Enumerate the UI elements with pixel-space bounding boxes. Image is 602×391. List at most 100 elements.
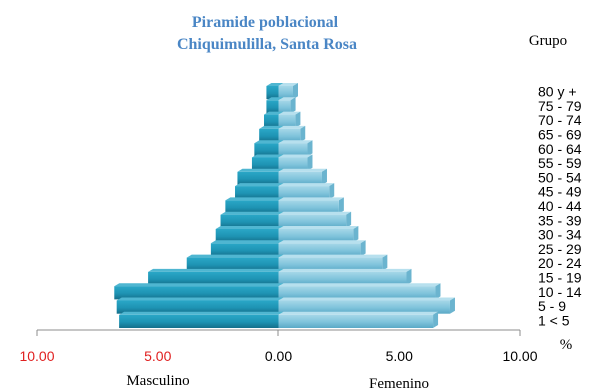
bar-male-front-face <box>254 143 279 157</box>
bar-female-front-face <box>278 171 322 185</box>
age-group-label: 25 - 29 <box>538 241 582 257</box>
bar-male <box>266 83 284 100</box>
bar-female-side-face <box>353 226 359 243</box>
bar-male <box>235 183 284 200</box>
x-axis-label-male: Masculino <box>126 373 189 389</box>
bar-female-top-face <box>278 254 388 258</box>
bar-male-front-face <box>266 100 279 114</box>
x-tick-label: 10.00 <box>502 348 537 364</box>
x-tick-labels: 10.00 5.00 0.00 5.00 10.00 <box>19 348 537 364</box>
bar-male <box>148 268 284 286</box>
bar-male-top-face <box>119 311 284 315</box>
bar-male-top-face <box>266 97 284 101</box>
bar-male-front-face <box>259 128 279 143</box>
bar-male <box>215 226 284 243</box>
bar-male-front-face <box>251 157 279 171</box>
bar-female-side-face <box>346 211 352 228</box>
bar-male <box>251 154 284 171</box>
bar-male <box>116 297 284 314</box>
bar-female <box>278 240 366 257</box>
bar-female-front-face <box>278 143 308 157</box>
bar-female-front-face <box>278 300 450 314</box>
bar-female-side-face <box>300 125 306 143</box>
age-group-label: 10 - 14 <box>538 284 582 300</box>
bars-layer <box>114 83 455 328</box>
bar-female-side-face <box>290 97 296 114</box>
bar-female-side-face <box>321 168 327 185</box>
bar-female <box>278 297 455 314</box>
bar-male-front-face <box>235 186 279 200</box>
bar-female-side-face <box>338 197 344 214</box>
bar-female-top-face <box>278 154 313 158</box>
bar-female-front-face <box>278 200 339 214</box>
bar-female <box>278 268 412 286</box>
age-group-label: 1 < 5 <box>538 312 570 328</box>
bar-male <box>266 97 284 114</box>
bar-male-top-face <box>251 154 284 158</box>
age-group-label: 60 - 64 <box>538 141 582 157</box>
bar-female <box>278 211 352 228</box>
age-group-label: 20 - 24 <box>538 255 582 271</box>
bar-male-front-face <box>215 229 279 243</box>
bar-male <box>264 111 284 128</box>
bar-female-side-face <box>382 254 388 271</box>
bar-male <box>259 125 284 143</box>
bar-male-top-face <box>220 211 284 215</box>
bar-male-top-face <box>186 254 284 258</box>
bar-male-top-face <box>259 125 284 129</box>
bar-female <box>278 125 306 143</box>
age-group-label: 45 - 49 <box>538 184 582 200</box>
age-group-label: 65 - 69 <box>538 127 582 143</box>
bar-female-side-face <box>406 268 412 286</box>
age-group-label: 55 - 59 <box>538 155 582 171</box>
bar-female <box>278 83 298 100</box>
bar-female-front-face <box>278 243 361 257</box>
bar-female <box>278 97 296 114</box>
bar-male-front-face <box>225 200 279 214</box>
bar-female-front-face <box>278 229 354 243</box>
bar-male-top-face <box>266 83 284 86</box>
bar-male-front-face <box>119 314 279 328</box>
bar-female-front-face <box>278 157 308 171</box>
group-header: Grupo <box>529 33 567 49</box>
bar-male-top-face <box>114 283 284 287</box>
age-group-label: 5 - 9 <box>538 298 566 314</box>
bar-male-front-face <box>237 171 279 185</box>
bar-female-top-face <box>278 140 313 144</box>
unit-label: % <box>560 337 573 353</box>
bar-female <box>278 154 313 171</box>
bar-female-side-face <box>449 297 455 314</box>
bar-male-top-face <box>210 240 284 244</box>
x-tick-label: 10.00 <box>19 348 54 364</box>
x-tick-label: 0.00 <box>265 348 292 364</box>
bar-male-top-face <box>148 268 284 272</box>
bar-female-front-face <box>278 86 293 100</box>
bar-female-top-face <box>278 168 327 172</box>
bar-female-front-face <box>278 271 407 286</box>
bar-female-side-face <box>435 283 441 300</box>
bar-female-top-face <box>278 97 296 101</box>
bar-female-top-face <box>278 283 441 287</box>
bar-female <box>278 226 359 243</box>
bar-male-front-face <box>186 257 279 271</box>
bar-female <box>278 283 441 300</box>
chart-title: Piramide poblacional Chiquimulilla, Sant… <box>177 14 357 53</box>
bar-female <box>278 168 327 185</box>
bar-male-front-face <box>264 114 279 128</box>
age-group-label: 50 - 54 <box>538 169 582 185</box>
x-tick-label: 5.00 <box>386 348 413 364</box>
bar-female-top-face <box>278 211 352 215</box>
bar-female-side-face <box>329 183 335 200</box>
bar-female-front-face <box>278 257 383 271</box>
bar-female-front-face <box>278 100 291 114</box>
bar-male-top-face <box>254 140 284 144</box>
bar-female <box>278 311 439 328</box>
bar-female-side-face <box>295 111 301 128</box>
bar-female <box>278 140 313 157</box>
bar-male-top-face <box>215 226 284 229</box>
bar-female-top-face <box>278 311 439 315</box>
bar-female-top-face <box>278 226 359 229</box>
bar-female <box>278 197 344 214</box>
bar-male-top-face <box>225 197 284 201</box>
